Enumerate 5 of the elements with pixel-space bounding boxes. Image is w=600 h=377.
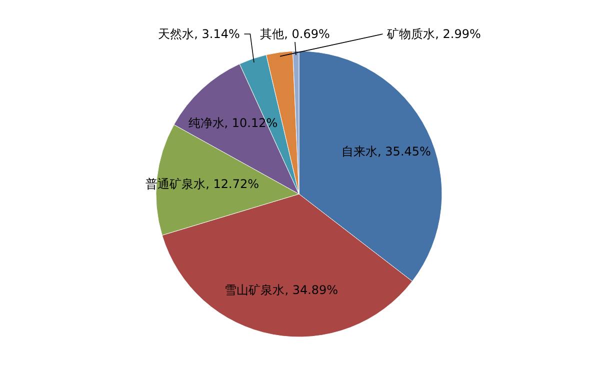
slice-label: 其他, 0.69% xyxy=(260,27,330,42)
slice-label: 矿物质水, 2.99% xyxy=(386,27,481,42)
slice-label: 自来水, 35.45% xyxy=(342,144,431,158)
slice-label: 天然水, 3.14% xyxy=(158,27,240,42)
slice-label: 雪山矿泉水, 34.89% xyxy=(224,282,338,297)
